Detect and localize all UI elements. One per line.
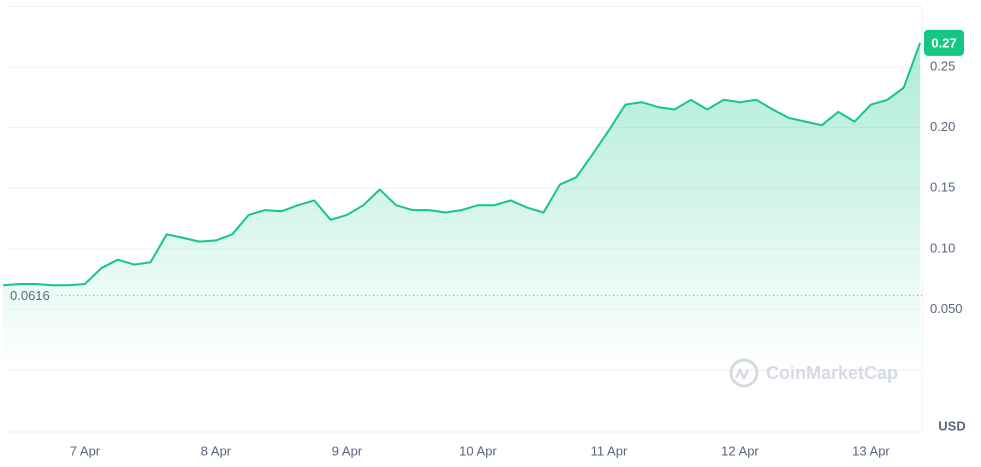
x-tick-label: 11 Apr <box>591 443 628 458</box>
price-badge-label: 0.27 <box>931 35 956 50</box>
y-tick-label: 0.15 <box>930 180 955 195</box>
y-tick-label: 0.10 <box>930 240 955 255</box>
x-tick-label: 13 Apr <box>852 443 890 458</box>
area <box>3 42 921 371</box>
y-tick-label: 0.20 <box>930 119 955 134</box>
x-tick-label: 7 Apr <box>70 443 101 458</box>
y-unit: USD <box>938 418 965 433</box>
x-tick-label: 9 Apr <box>332 443 363 458</box>
y-tick-label: 0.25 <box>930 59 955 74</box>
x-tick-label: 10 Apr <box>459 443 497 458</box>
y-tick-label: 0.050 <box>930 301 963 316</box>
x-tick-label: 8 Apr <box>201 443 232 458</box>
price-badge <box>924 29 964 56</box>
price-line <box>3 42 922 287</box>
x-tick-label: 12 Apr <box>721 443 759 458</box>
